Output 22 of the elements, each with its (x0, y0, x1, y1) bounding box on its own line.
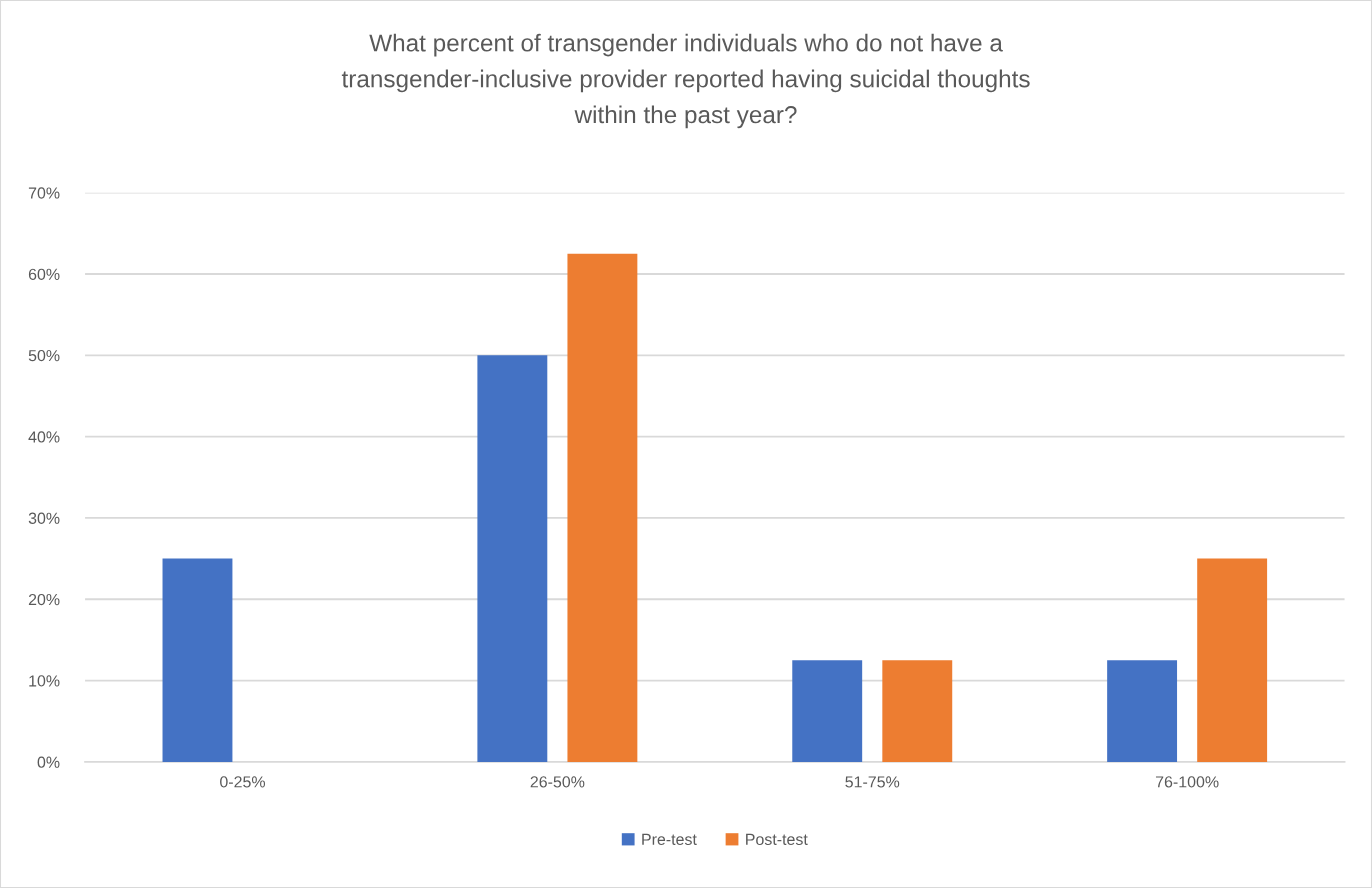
x-tick-label: 26-50% (530, 776, 585, 788)
y-tick-label: 70% (28, 187, 60, 199)
y-tick-label: 10% (29, 675, 60, 687)
legend-label: Post-test (746, 833, 808, 846)
bar (477, 355, 548, 762)
x-tick-label: 0-25% (220, 776, 266, 788)
bar (162, 558, 233, 762)
bar (1197, 558, 1268, 762)
chart-title: What percent of transgender individuals who do not have a transgender-inclusive provider reported having suicidal thoughts within the past year? (341, 33, 1030, 129)
x-tick-label: 51-75% (845, 776, 900, 788)
x-tick-label: 76-100% (1155, 776, 1219, 788)
y-tick-label: 60% (28, 268, 60, 280)
bar (1107, 660, 1178, 762)
y-tick-label: 40% (28, 431, 60, 443)
y-tick-label: 0% (37, 756, 60, 768)
bar (792, 660, 863, 762)
y-tick-label: 20% (28, 593, 60, 606)
y-tick-label: 50% (28, 349, 60, 362)
y-tick-label: 30% (28, 512, 60, 524)
bar (882, 660, 953, 762)
legend-label: Pre-test (642, 833, 697, 846)
bar (567, 253, 638, 762)
